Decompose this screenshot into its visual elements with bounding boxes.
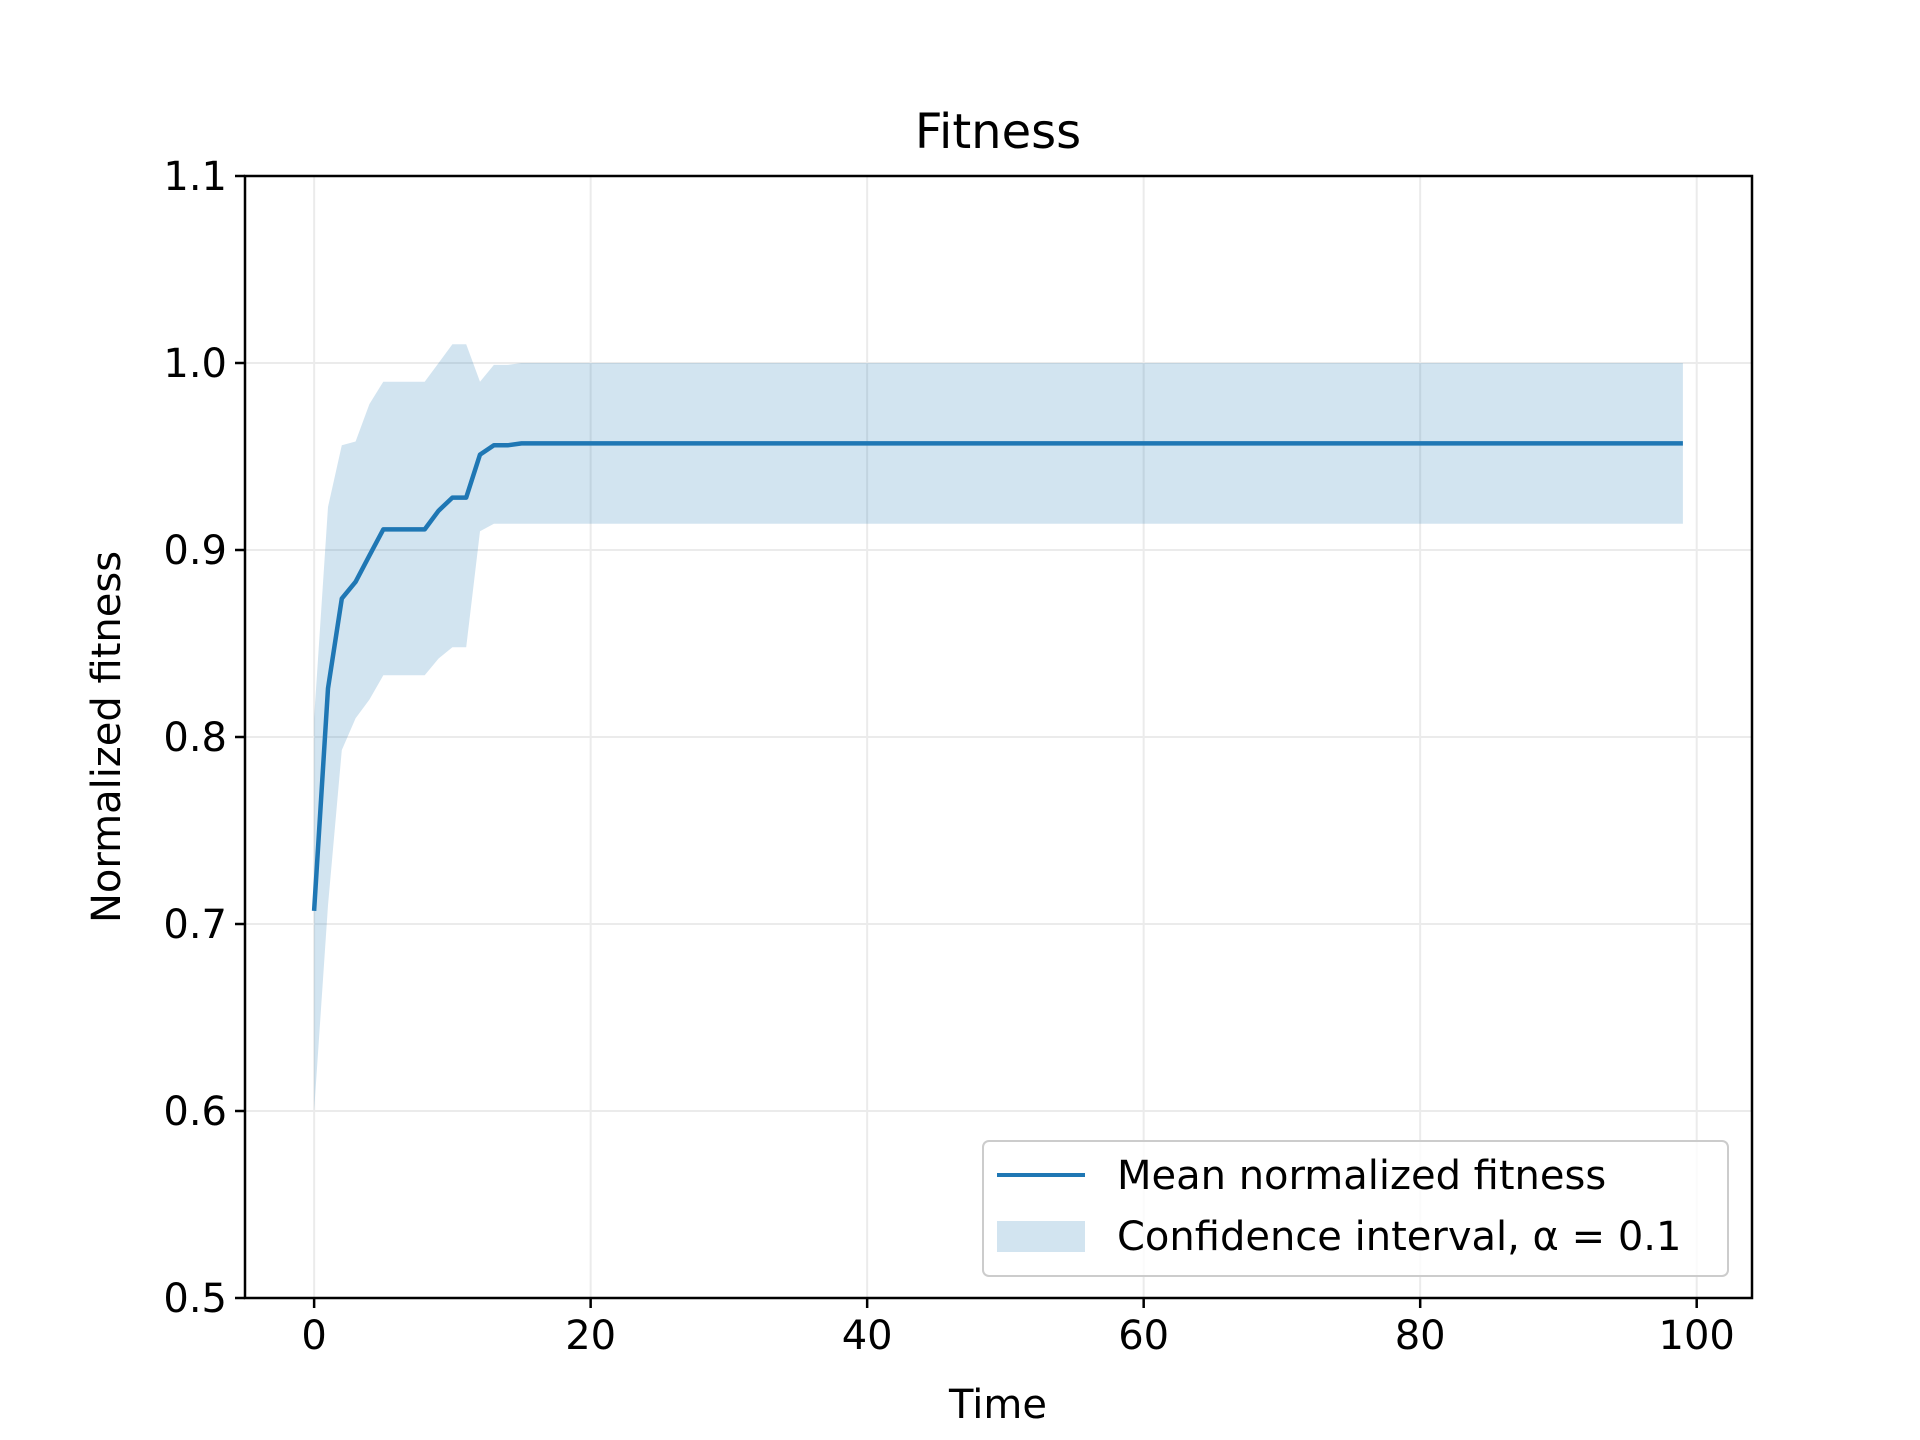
y-tick-label: 0.5 [163,1276,227,1322]
confidence-band-layer [314,344,1683,1111]
y-tick-label: 1.1 [163,154,227,200]
legend-frame [982,1140,1729,1277]
y-tick-label: 0.9 [163,528,227,574]
chart-title: Fitness [915,104,1081,160]
x-tick-label: 100 [1659,1313,1735,1359]
x-tick-label: 20 [565,1313,616,1359]
legend-label-mean: Mean normalized fitness [1117,1153,1606,1199]
x-axis-ticks: 0 20 40 60 80 100 [301,1298,1735,1359]
y-tick-label: 0.8 [163,715,227,761]
confidence-band [314,344,1683,1111]
x-tick-label: 0 [301,1313,326,1359]
grid [245,175,1752,1299]
x-tick-label: 40 [842,1313,893,1359]
x-tick-label: 80 [1395,1313,1446,1359]
y-tick-label: 0.7 [163,902,227,948]
y-axis-label: Normalized fitness [84,551,130,923]
y-axis-ticks: 0.5 0.6 0.7 0.8 0.9 1.0 1.1 [163,154,245,1322]
mean-fitness-line [311,441,1683,912]
x-tick-label: 60 [1118,1313,1169,1359]
legend-label-confidence: Confidence interval, α = 0.1 [1117,1214,1681,1260]
legend-band-swatch [997,1221,1085,1252]
mean-line-layer [311,441,1683,912]
y-tick-label: 0.6 [163,1089,227,1135]
x-axis-label: Time [948,1382,1047,1428]
y-tick-label: 1.0 [163,341,227,387]
legend: Mean normalized fitness Confidence inter… [982,1140,1729,1277]
